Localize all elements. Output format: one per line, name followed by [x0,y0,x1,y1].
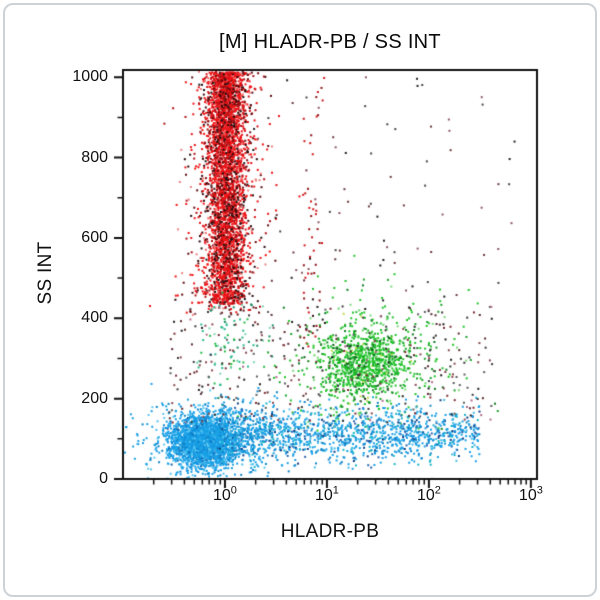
x-tick-label: 101 [314,484,339,504]
y-tick-label: 0 [99,470,108,487]
y-axis-label: SS INT [35,241,56,305]
y-tick-label: 1000 [72,68,108,86]
plot-title: [M] HLADR-PB / SS INT [219,31,441,53]
y-tick-label: 800 [81,148,108,166]
x-tick-label: 100 [213,484,237,504]
x-tick-label: 102 [416,484,441,504]
y-tick-label: 200 [81,389,108,407]
x-tick-label: 103 [518,484,543,504]
y-tick-label: 400 [81,309,108,327]
x-axis-label: HLADR-PB [280,521,380,542]
y-tick-label: 600 [81,228,108,246]
